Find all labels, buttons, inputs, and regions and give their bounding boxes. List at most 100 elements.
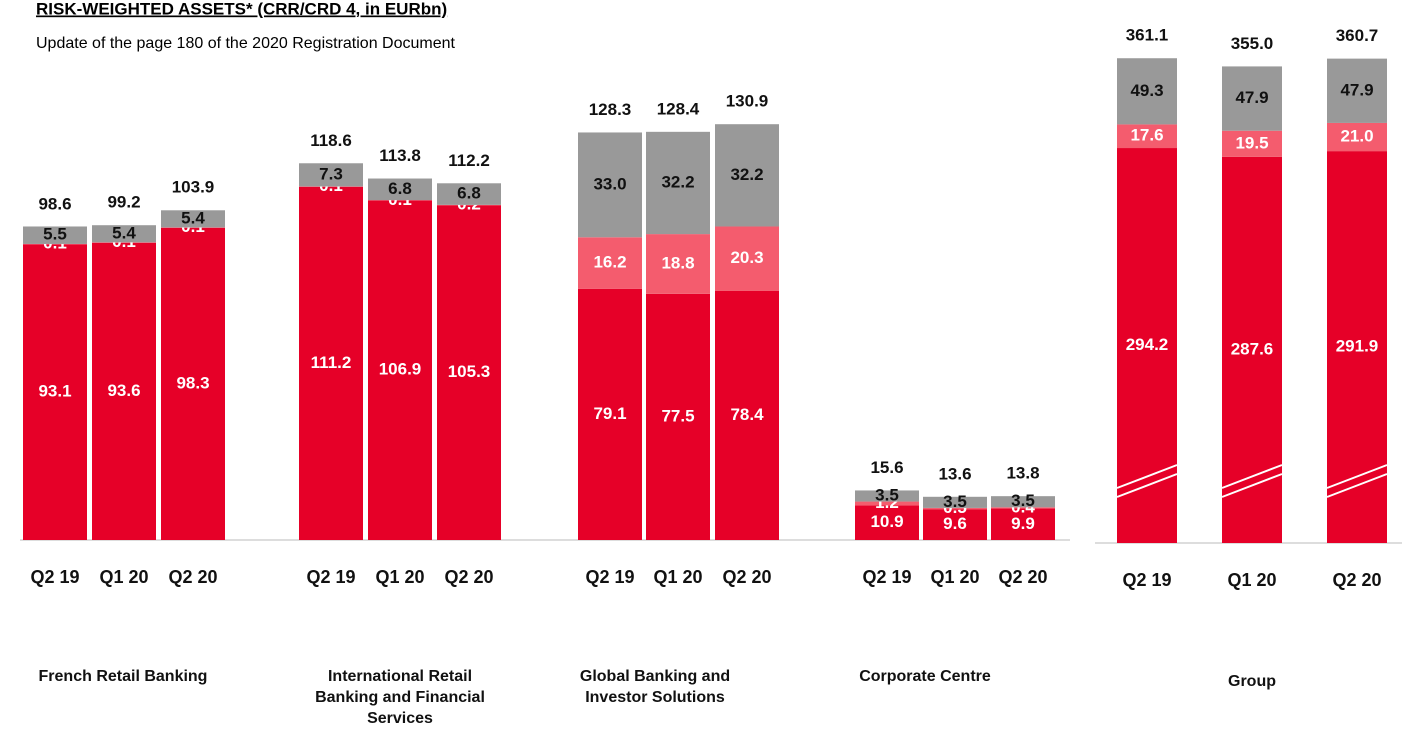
data-label: 98.3 [176, 373, 209, 392]
total-label: 361.1 [1126, 26, 1169, 45]
x-tick-label: Q1 20 [1227, 570, 1276, 590]
group-label: Global Banking and Investor Solutions [579, 668, 731, 706]
bar-segment [1327, 122, 1387, 152]
x-tick-label: Q2 19 [306, 567, 355, 587]
total-label: 112.2 [448, 151, 490, 170]
x-tick-label: Q1 20 [653, 567, 702, 587]
bar-segment [991, 496, 1055, 508]
data-label: 17.6 [1130, 126, 1163, 145]
group-label: Group [1228, 673, 1276, 690]
bar-segment [715, 226, 779, 291]
x-tick-label: Q2 20 [722, 567, 771, 587]
data-label: 93.6 [107, 381, 140, 400]
data-label: 9.9 [1011, 514, 1035, 533]
data-label: 32.2 [661, 172, 694, 191]
bar-segment [646, 234, 710, 294]
bar-segment [1117, 124, 1177, 149]
data-label: 294.2 [1126, 335, 1169, 354]
data-label: 3.5 [1011, 491, 1035, 510]
data-label: 18.8 [661, 253, 694, 272]
x-tick-label: Q2 20 [444, 567, 493, 587]
bar-segment [368, 200, 432, 540]
data-label: 19.5 [1235, 133, 1268, 152]
bar-segment [923, 496, 987, 508]
bar-segment [715, 124, 779, 227]
bar-segment [299, 163, 363, 187]
data-label: 5.4 [181, 208, 205, 227]
data-label: 287.6 [1231, 339, 1274, 358]
bar-segment [92, 225, 156, 243]
group-label: Corporate Centre [859, 668, 991, 685]
total-label: 13.8 [1006, 464, 1039, 483]
bar-segment [578, 288, 642, 540]
x-tick-label: Q2 19 [30, 567, 79, 587]
bar-segment [646, 131, 710, 235]
data-label: 20.3 [730, 248, 763, 267]
data-label: 9.6 [943, 514, 967, 533]
data-label: 79.1 [593, 404, 626, 423]
total-label: 128.3 [589, 100, 632, 119]
total-label: 130.9 [726, 92, 769, 111]
bar-segment [1222, 130, 1282, 157]
data-label: 33.0 [593, 174, 626, 193]
x-tick-label: Q2 20 [168, 567, 217, 587]
total-label: 118.6 [310, 131, 352, 150]
bar-segment [437, 205, 501, 541]
data-label: 78.4 [730, 405, 764, 424]
total-label: 103.9 [172, 177, 215, 196]
data-label: 5.4 [112, 223, 136, 242]
data-label: 106.9 [379, 360, 422, 379]
bar-segment [437, 183, 501, 205]
data-label: 77.5 [661, 406, 694, 425]
bar-segment [923, 507, 987, 510]
data-label: 6.8 [388, 179, 412, 198]
total-label: 355.0 [1231, 34, 1274, 53]
axis-break [1221, 473, 1283, 498]
data-label: 47.9 [1340, 80, 1373, 99]
x-tick-label: Q1 20 [375, 567, 424, 587]
data-label: 3.5 [943, 492, 967, 511]
total-label: 128.4 [657, 100, 700, 119]
x-tick-label: Q2 19 [862, 567, 911, 587]
total-label: 113.8 [379, 146, 421, 165]
group-label: French Retail Banking [38, 668, 208, 685]
data-label: 3.5 [875, 485, 899, 504]
bar-segment [23, 244, 87, 541]
axis-break [1326, 473, 1388, 498]
data-label: 5.5 [43, 225, 67, 244]
bar-segment [991, 508, 1055, 540]
data-label: 32.2 [730, 165, 763, 184]
bar-segment [715, 290, 779, 540]
bar-segment [437, 204, 501, 206]
x-tick-label: Q1 20 [930, 567, 979, 587]
total-label: 13.6 [938, 464, 971, 483]
bar-segment [923, 509, 987, 540]
total-label: 99.2 [107, 192, 140, 211]
data-label: 111.2 [311, 353, 352, 372]
x-tick-label: Q2 20 [998, 567, 1047, 587]
total-label: 98.6 [38, 194, 71, 213]
bar-segment [299, 186, 363, 540]
axis-break [1221, 464, 1283, 489]
axis-break [1116, 473, 1178, 498]
data-label: 10.9 [870, 512, 903, 531]
x-tick-label: Q1 20 [99, 567, 148, 587]
x-tick-label: Q2 20 [1332, 570, 1381, 590]
data-label: 6.8 [457, 184, 481, 203]
chart-subtitle: Update of the page 180 of the 2020 Regis… [36, 35, 456, 52]
bar-segment [855, 505, 919, 540]
data-label: 7.3 [319, 164, 343, 183]
data-label: 16.2 [593, 252, 626, 271]
bar-segment [23, 226, 87, 244]
x-tick-label: Q2 19 [585, 567, 634, 587]
bar-segment [578, 132, 642, 238]
bar-segment [991, 507, 1055, 509]
bar-segment [161, 227, 225, 541]
data-label: 47.9 [1235, 88, 1268, 107]
bar-segment [1327, 58, 1387, 123]
chart-title: RISK-WEIGHTED ASSETS* (CRR/CRD 4, in EUR… [36, 0, 447, 18]
bar-segment [855, 490, 919, 502]
bar-segment [161, 210, 225, 228]
